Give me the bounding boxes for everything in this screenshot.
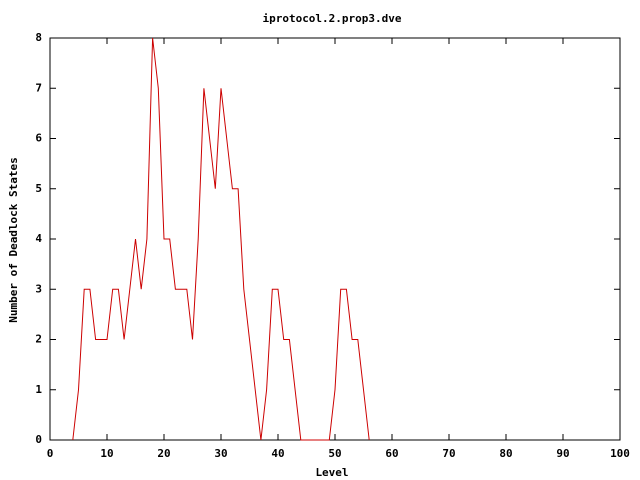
y-tick-label: 2 bbox=[35, 333, 42, 346]
x-tick-label: 60 bbox=[385, 447, 398, 460]
y-tick-label: 8 bbox=[35, 31, 42, 44]
y-tick-label: 0 bbox=[35, 433, 42, 446]
y-tick-label: 3 bbox=[35, 282, 42, 295]
y-tick-label: 1 bbox=[35, 383, 42, 396]
x-tick-label: 30 bbox=[214, 447, 227, 460]
y-tick-label: 5 bbox=[35, 182, 42, 195]
x-tick-label: 0 bbox=[47, 447, 54, 460]
y-tick-label: 6 bbox=[35, 132, 42, 145]
x-tick-label: 70 bbox=[442, 447, 455, 460]
x-tick-label: 100 bbox=[610, 447, 630, 460]
y-tick-label: 4 bbox=[35, 232, 42, 245]
x-axis-label: Level bbox=[315, 466, 348, 479]
x-tick-label: 20 bbox=[157, 447, 170, 460]
x-tick-label: 80 bbox=[499, 447, 512, 460]
chart-title: iprotocol.2.prop3.dve bbox=[262, 12, 401, 25]
y-tick-label: 7 bbox=[35, 81, 42, 94]
y-axis-label: Number of Deadlock States bbox=[7, 157, 20, 323]
x-tick-label: 40 bbox=[271, 447, 284, 460]
x-tick-label: 90 bbox=[556, 447, 569, 460]
x-tick-label: 10 bbox=[100, 447, 113, 460]
x-tick-label: 50 bbox=[328, 447, 341, 460]
data-line bbox=[72, 37, 370, 441]
